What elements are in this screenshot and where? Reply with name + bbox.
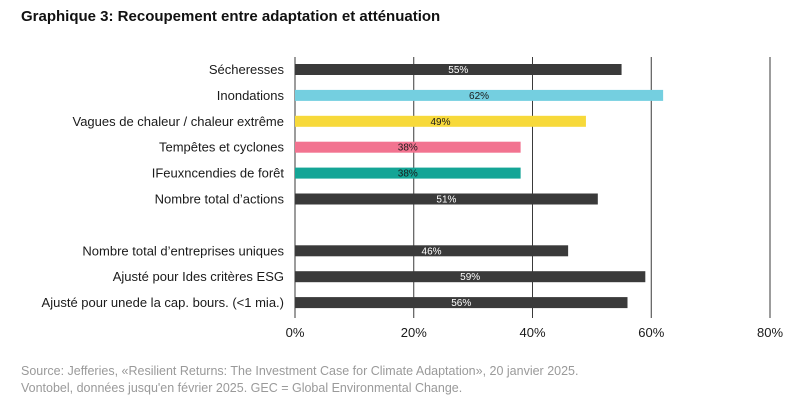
bar: [295, 115, 586, 127]
x-tick-label: 0%: [286, 325, 305, 340]
category-label: Nombre total d’actions: [155, 192, 285, 207]
category-label: Tempêtes et cyclones: [159, 140, 285, 155]
bar-value-label: 56%: [451, 298, 471, 309]
bar-value-label: 49%: [430, 117, 450, 128]
bar-value-label: 62%: [469, 91, 489, 102]
bar-value-label: 51%: [436, 195, 456, 206]
category-label: Sécheresses: [209, 62, 285, 77]
bar: [295, 245, 569, 257]
category-label: Ajusté pour unede la cap. bours. (<1 mia…: [42, 295, 284, 310]
bars: 55% 62% 49% 38% 38% 51% 46% 59% 56%: [295, 64, 664, 309]
bar: [295, 141, 521, 153]
x-tick-label: 80%: [757, 325, 783, 340]
x-tick-label: 40%: [519, 325, 545, 340]
bar-value-label: 38%: [398, 143, 418, 154]
source-note-line-2: Vontobel, données jusqu'en février 2025.…: [21, 381, 463, 395]
bar-value-label: 55%: [448, 65, 468, 76]
bar: [295, 167, 521, 179]
x-tick-label: 60%: [638, 325, 664, 340]
bar: [295, 297, 628, 309]
chart-title: Graphique 3: Recoupement entre adaptatio…: [21, 8, 441, 25]
x-axis-ticks: 0% 20% 40% 60% 80%: [286, 325, 784, 340]
source-note-line-1: Source: Jefferies, «Resilient Returns: T…: [21, 364, 579, 378]
bar-chart: 55% 62% 49% 38% 38% 51% 46% 59% 56% Sécheresses I…: [42, 57, 784, 340]
category-label: Inondations: [217, 88, 285, 103]
bar: [295, 89, 664, 101]
category-labels: Sécheresses Inondations Vagues de chaleur …: [42, 62, 285, 310]
x-tick-label: 20%: [401, 325, 427, 340]
category-label: Ajusté pour Ides critères ESG: [113, 269, 284, 284]
bar-value-label: 38%: [398, 169, 418, 180]
category-label: Vagues de chaleur / chaleur extrême: [73, 114, 285, 129]
bar-value-label: 46%: [422, 246, 442, 257]
bar: [295, 64, 622, 75]
category-label: IFeuxncendies de forêt: [152, 166, 285, 181]
bar-value-label: 59%: [460, 272, 480, 283]
bar: [295, 271, 646, 283]
category-label: Nombre total d’entreprises uniques: [82, 243, 284, 258]
bar: [295, 193, 598, 205]
